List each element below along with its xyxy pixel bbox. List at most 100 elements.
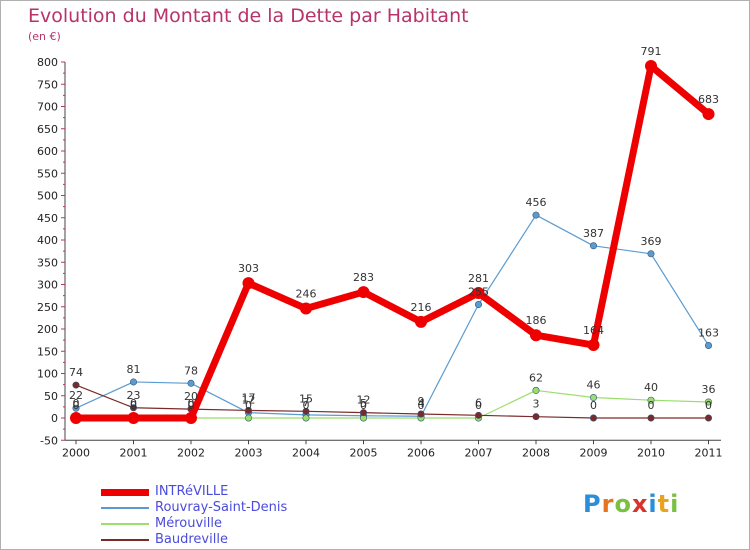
- y-tick-label: 500: [37, 190, 58, 203]
- data-label-1: 387: [583, 227, 604, 240]
- y-tick-label: 250: [37, 301, 58, 314]
- data-label-3: 20: [184, 390, 198, 403]
- data-label-3: 9: [418, 395, 425, 408]
- y-tick-label: 650: [37, 123, 58, 136]
- data-label-0: 683: [698, 93, 719, 106]
- y-tick-label: 600: [37, 145, 58, 158]
- proxiti-logo: Proxiti: [583, 490, 680, 518]
- y-tick-label: 450: [37, 212, 58, 225]
- y-tick-label: -50: [40, 434, 58, 447]
- data-label-1: 456: [526, 196, 547, 209]
- series-point-0: [357, 286, 370, 299]
- data-label-2: 0: [360, 399, 367, 412]
- data-label-1: 7: [303, 396, 310, 409]
- data-label-3: 0: [590, 399, 597, 412]
- data-label-0: 216: [411, 301, 432, 314]
- series-point-1: [474, 301, 482, 309]
- x-tick-label: 2010: [637, 446, 665, 459]
- x-tick-label: 2011: [695, 446, 723, 459]
- y-tick-label: 50: [44, 390, 58, 403]
- y-tick-label: 350: [37, 256, 58, 269]
- x-tick-label: 2000: [62, 446, 90, 459]
- data-label-2: 46: [587, 379, 601, 392]
- legend-swatch: [101, 523, 149, 525]
- series-point-3: [302, 407, 310, 415]
- y-tick-label: 100: [37, 368, 58, 381]
- series-point-1: [532, 211, 540, 219]
- y-tick-label: 200: [37, 323, 58, 336]
- series-point-2: [245, 414, 253, 422]
- series-point-3: [359, 409, 367, 417]
- data-label-2: 0: [130, 399, 137, 412]
- series-point-3: [130, 404, 138, 412]
- data-label-2: 0: [475, 399, 482, 412]
- data-label-3: 6: [475, 396, 482, 409]
- data-label-0: 0: [188, 397, 195, 410]
- x-tick-label: 2009: [580, 446, 608, 459]
- series-point-0: [127, 412, 140, 424]
- data-label-1: 12: [242, 394, 256, 407]
- data-label-0: 0: [130, 397, 137, 410]
- data-label-0: 164: [583, 324, 604, 337]
- series-line-1: [75, 214, 710, 417]
- data-label-2: 0: [418, 399, 425, 412]
- series-point-0: [645, 60, 657, 73]
- data-label-1: 22: [69, 389, 83, 402]
- series-point-3: [417, 410, 425, 418]
- data-label-1: 369: [641, 235, 662, 248]
- legend-label: Baudreville: [155, 532, 228, 547]
- data-label-1: 4: [418, 397, 425, 410]
- data-label-2: 0: [245, 399, 252, 412]
- data-label-2: 0: [73, 399, 80, 412]
- data-label-0: 283: [353, 271, 374, 284]
- series-point-1: [647, 250, 655, 258]
- y-tick-label: 0: [51, 412, 58, 425]
- data-label-1: 5: [360, 397, 367, 410]
- x-tick-label: 2007: [465, 446, 493, 459]
- data-label-3: 0: [705, 399, 712, 412]
- legend-label: INTRéVILLE: [155, 484, 229, 499]
- series-point-1: [130, 378, 138, 386]
- data-label-0: 791: [641, 45, 662, 58]
- series-point-3: [589, 414, 597, 422]
- series-point-2: [589, 394, 597, 402]
- series-point-0: [415, 315, 427, 328]
- data-label-3: 0: [648, 399, 655, 412]
- legend-label: Rouvray-Saint-Denis: [155, 500, 288, 515]
- series-point-0: [185, 412, 197, 424]
- data-label-0: 303: [238, 262, 259, 275]
- series-layer: [70, 60, 715, 424]
- data-label-0: 246: [296, 288, 317, 301]
- data-label-1: 255: [468, 286, 489, 299]
- x-tick-label: 2008: [522, 446, 550, 459]
- legend-label: Mérouville: [155, 516, 222, 531]
- chart-unit-label: (en €): [28, 30, 61, 43]
- chart-title: Evolution du Montant de la Dette par Hab…: [28, 5, 469, 27]
- data-label-3: 12: [357, 394, 371, 407]
- y-tick-label: 150: [37, 345, 58, 358]
- data-label-0: 281: [468, 272, 489, 285]
- data-label-1: 81: [127, 363, 141, 376]
- series-point-2: [302, 414, 310, 422]
- series-point-2: [704, 398, 712, 406]
- series-point-0: [70, 412, 82, 424]
- x-tick-label: 2002: [177, 446, 205, 459]
- data-label-2: 40: [644, 381, 658, 394]
- data-label-3: 3: [533, 398, 540, 411]
- series-point-1: [589, 242, 597, 250]
- data-label-3: 74: [69, 366, 83, 379]
- series-point-3: [704, 414, 712, 422]
- data-label-3: 17: [242, 391, 256, 404]
- x-tick-label: 2001: [120, 446, 148, 459]
- series-point-3: [474, 411, 482, 419]
- axis-layer: -500501001502002503003504004505005506006…: [37, 56, 723, 459]
- data-label-3: 15: [299, 392, 313, 405]
- series-point-0: [530, 329, 542, 342]
- y-tick-label: 300: [37, 279, 58, 292]
- data-label-0: 0: [73, 397, 80, 410]
- y-tick-label: 400: [37, 234, 58, 247]
- series-point-2: [647, 396, 655, 404]
- y-tick-label: 550: [37, 167, 58, 180]
- series-point-3: [72, 381, 80, 389]
